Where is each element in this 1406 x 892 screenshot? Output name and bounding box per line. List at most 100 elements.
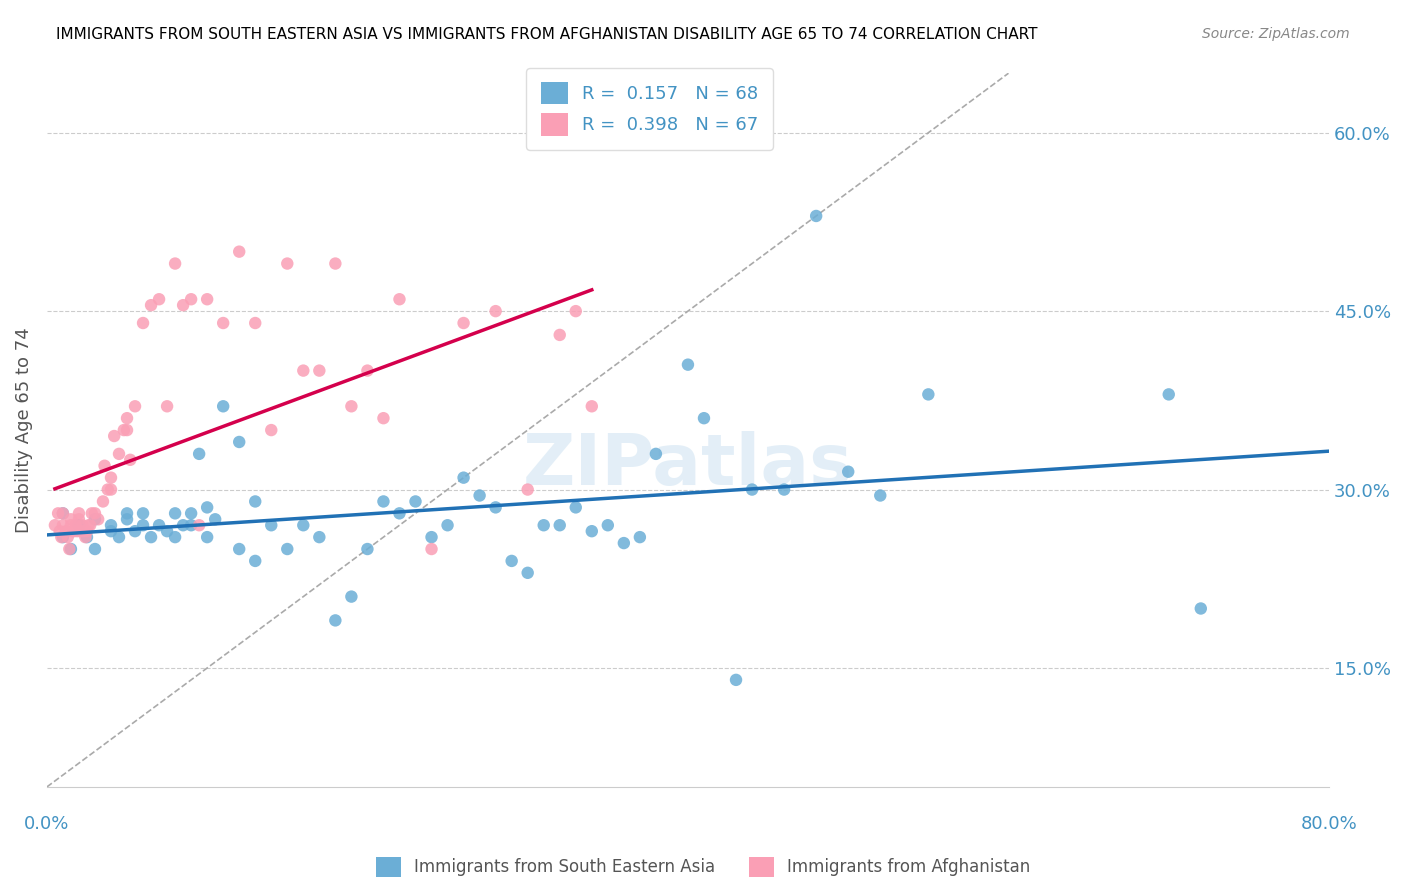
Point — [77, 518, 100, 533]
Point — [87, 512, 110, 526]
Point — [156, 399, 179, 413]
Point — [51, 530, 73, 544]
Point — [165, 530, 187, 544]
Legend: R =  0.157   N = 68, R =  0.398   N = 67: R = 0.157 N = 68, R = 0.398 N = 67 — [526, 68, 773, 150]
Point — [97, 483, 120, 497]
Point — [66, 524, 89, 538]
Point — [139, 530, 162, 544]
Point — [100, 518, 122, 533]
Point — [516, 566, 538, 580]
Point — [453, 470, 475, 484]
Text: ZIPatlas: ZIPatlas — [523, 431, 853, 500]
Point — [103, 429, 125, 443]
Point — [340, 399, 363, 413]
Point — [100, 524, 122, 538]
Point — [260, 423, 283, 437]
Point — [405, 494, 427, 508]
Point — [59, 512, 82, 526]
Point — [148, 292, 170, 306]
Point — [548, 518, 571, 533]
Point — [548, 327, 571, 342]
Point — [172, 298, 194, 312]
Point — [565, 304, 588, 318]
Point — [56, 530, 79, 544]
Text: IMMIGRANTS FROM SOUTH EASTERN ASIA VS IMMIGRANTS FROM AFGHANISTAN DISABILITY AGE: IMMIGRANTS FROM SOUTH EASTERN ASIA VS IM… — [56, 27, 1038, 42]
Point — [308, 530, 330, 544]
Point — [62, 524, 84, 538]
Point — [79, 518, 101, 533]
Point — [48, 524, 70, 538]
Point — [124, 399, 146, 413]
Point — [100, 470, 122, 484]
Point — [52, 506, 75, 520]
Point — [388, 292, 411, 306]
Point — [245, 316, 267, 330]
Point — [165, 506, 187, 520]
Point — [132, 316, 155, 330]
Point — [84, 512, 107, 526]
Point — [420, 530, 443, 544]
Point — [67, 518, 90, 533]
Point — [228, 434, 250, 449]
Text: 80.0%: 80.0% — [1301, 815, 1357, 833]
Point — [212, 399, 235, 413]
Point — [325, 256, 347, 270]
Point — [46, 506, 69, 520]
Point — [276, 256, 298, 270]
Point — [172, 518, 194, 533]
Point — [204, 512, 226, 526]
Point — [468, 488, 491, 502]
Point — [516, 483, 538, 497]
Point — [80, 506, 103, 520]
Point — [156, 524, 179, 538]
Point — [69, 524, 91, 538]
Point — [108, 530, 131, 544]
Point — [917, 387, 939, 401]
Point — [70, 518, 93, 533]
Point — [63, 524, 86, 538]
Point — [76, 524, 98, 538]
Point — [58, 542, 80, 557]
Point — [67, 512, 90, 526]
Point — [356, 542, 378, 557]
Point — [91, 494, 114, 508]
Point — [59, 542, 82, 557]
Point — [581, 399, 603, 413]
Point — [195, 500, 218, 515]
Point — [65, 518, 87, 533]
Y-axis label: Disability Age 65 to 74: Disability Age 65 to 74 — [15, 327, 32, 533]
Point — [115, 411, 138, 425]
Point — [115, 423, 138, 437]
Point — [52, 530, 75, 544]
Point — [84, 506, 107, 520]
Point — [148, 518, 170, 533]
Point — [115, 506, 138, 520]
Point — [228, 244, 250, 259]
Point — [100, 483, 122, 497]
Point — [485, 304, 508, 318]
Point — [212, 316, 235, 330]
Point — [188, 447, 211, 461]
Point — [837, 465, 859, 479]
Point — [308, 363, 330, 377]
Point — [533, 518, 555, 533]
Point — [75, 530, 97, 544]
Point — [501, 554, 523, 568]
Point — [84, 542, 107, 557]
Point — [420, 542, 443, 557]
Point — [373, 411, 395, 425]
Point — [180, 292, 202, 306]
Point — [1189, 601, 1212, 615]
Point — [485, 500, 508, 515]
Point — [596, 518, 619, 533]
Point — [112, 423, 135, 437]
Point — [292, 518, 315, 533]
Point — [115, 512, 138, 526]
Point — [120, 452, 142, 467]
Point — [165, 256, 187, 270]
Point — [180, 506, 202, 520]
Point — [59, 518, 82, 533]
Point — [228, 542, 250, 557]
Point — [356, 363, 378, 377]
Point — [292, 363, 315, 377]
